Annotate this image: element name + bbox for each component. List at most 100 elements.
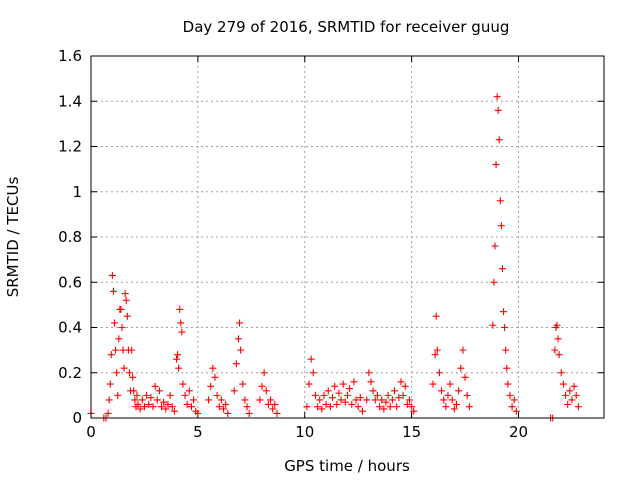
y-tick-label: 1.4	[58, 92, 82, 110]
data-point	[260, 369, 268, 377]
data-point	[551, 346, 559, 354]
x-tick-label: 20	[509, 423, 528, 441]
data-point	[215, 403, 223, 411]
data-point	[557, 369, 565, 377]
data-point	[465, 403, 473, 411]
data-point	[262, 387, 270, 395]
data-point	[553, 321, 561, 329]
data-points	[87, 93, 582, 422]
data-point	[271, 400, 279, 408]
x-tick-label: 5	[193, 423, 203, 441]
data-point	[162, 405, 170, 413]
data-point	[562, 391, 570, 399]
data-point	[239, 380, 247, 388]
data-point	[356, 394, 364, 402]
data-point	[220, 405, 228, 413]
data-point	[504, 380, 512, 388]
plot-frame	[90, 55, 605, 419]
data-point	[174, 351, 182, 359]
data-point	[314, 403, 322, 411]
data-point	[136, 405, 144, 413]
data-point	[350, 378, 358, 386]
data-point	[440, 396, 448, 404]
data-point	[384, 391, 392, 399]
data-point	[176, 305, 184, 313]
data-point	[495, 136, 503, 144]
data-point	[444, 391, 452, 399]
data-point	[506, 391, 514, 399]
data-point	[455, 387, 463, 395]
data-point	[316, 396, 324, 404]
data-point	[207, 382, 215, 390]
data-point	[438, 387, 446, 395]
data-point	[170, 407, 178, 415]
data-point	[130, 387, 138, 395]
data-point	[113, 369, 121, 377]
data-point	[183, 400, 191, 408]
data-point	[213, 391, 221, 399]
data-point	[405, 396, 413, 404]
data-point	[365, 369, 373, 377]
data-point	[397, 378, 405, 386]
data-point	[497, 222, 505, 230]
data-point	[160, 398, 168, 406]
data-point	[326, 403, 334, 411]
data-point	[574, 403, 582, 411]
x-tick-label: 15	[402, 423, 421, 441]
data-point	[348, 400, 356, 408]
y-tick-label: 0	[72, 409, 82, 427]
y-tick-label: 1.2	[58, 138, 82, 156]
data-point	[401, 382, 409, 390]
data-point	[335, 389, 343, 397]
y-axis-label: SRMTID / TECUs	[4, 177, 22, 298]
data-point	[431, 351, 439, 359]
data-point	[555, 351, 563, 359]
data-point	[491, 242, 499, 250]
data-point	[305, 380, 313, 388]
data-point	[568, 396, 576, 404]
data-point	[566, 387, 574, 395]
data-point	[386, 403, 394, 411]
data-point	[217, 396, 225, 404]
data-point	[433, 346, 441, 354]
data-point	[373, 391, 381, 399]
y-tick-label: 0.4	[58, 319, 82, 337]
data-point	[245, 409, 253, 417]
data-point	[237, 346, 245, 354]
data-point	[168, 403, 176, 411]
data-point	[108, 271, 116, 279]
y-tick-label: 0.2	[58, 364, 82, 382]
data-point	[104, 409, 112, 417]
data-point	[559, 380, 567, 388]
data-point	[236, 319, 244, 327]
data-point	[496, 197, 504, 205]
data-point	[490, 278, 498, 286]
data-point	[134, 400, 142, 408]
data-point	[399, 391, 407, 399]
data-point	[222, 400, 230, 408]
x-axis-label: GPS time / hours	[284, 457, 410, 475]
data-point	[128, 346, 136, 354]
data-point	[378, 396, 386, 404]
data-point	[211, 373, 219, 381]
data-point	[112, 346, 120, 354]
data-point	[446, 380, 454, 388]
data-point	[173, 355, 180, 363]
data-point	[337, 396, 345, 404]
tick-labels: 0 5 10 15 20 0 0.2 0.4 0.6 0.8 1 1.2 1.4 1.6	[58, 47, 528, 441]
data-point	[111, 319, 119, 327]
data-point	[107, 351, 115, 359]
data-point	[564, 400, 572, 408]
data-point	[209, 364, 217, 372]
data-point	[363, 396, 371, 404]
data-point	[133, 391, 141, 399]
data-point	[388, 396, 396, 404]
data-point	[442, 403, 450, 411]
y-tick-label: 0.6	[58, 273, 82, 291]
data-point	[369, 387, 377, 395]
data-point	[118, 324, 126, 331]
data-point	[500, 308, 508, 316]
data-point	[395, 394, 403, 402]
data-point	[320, 391, 328, 399]
